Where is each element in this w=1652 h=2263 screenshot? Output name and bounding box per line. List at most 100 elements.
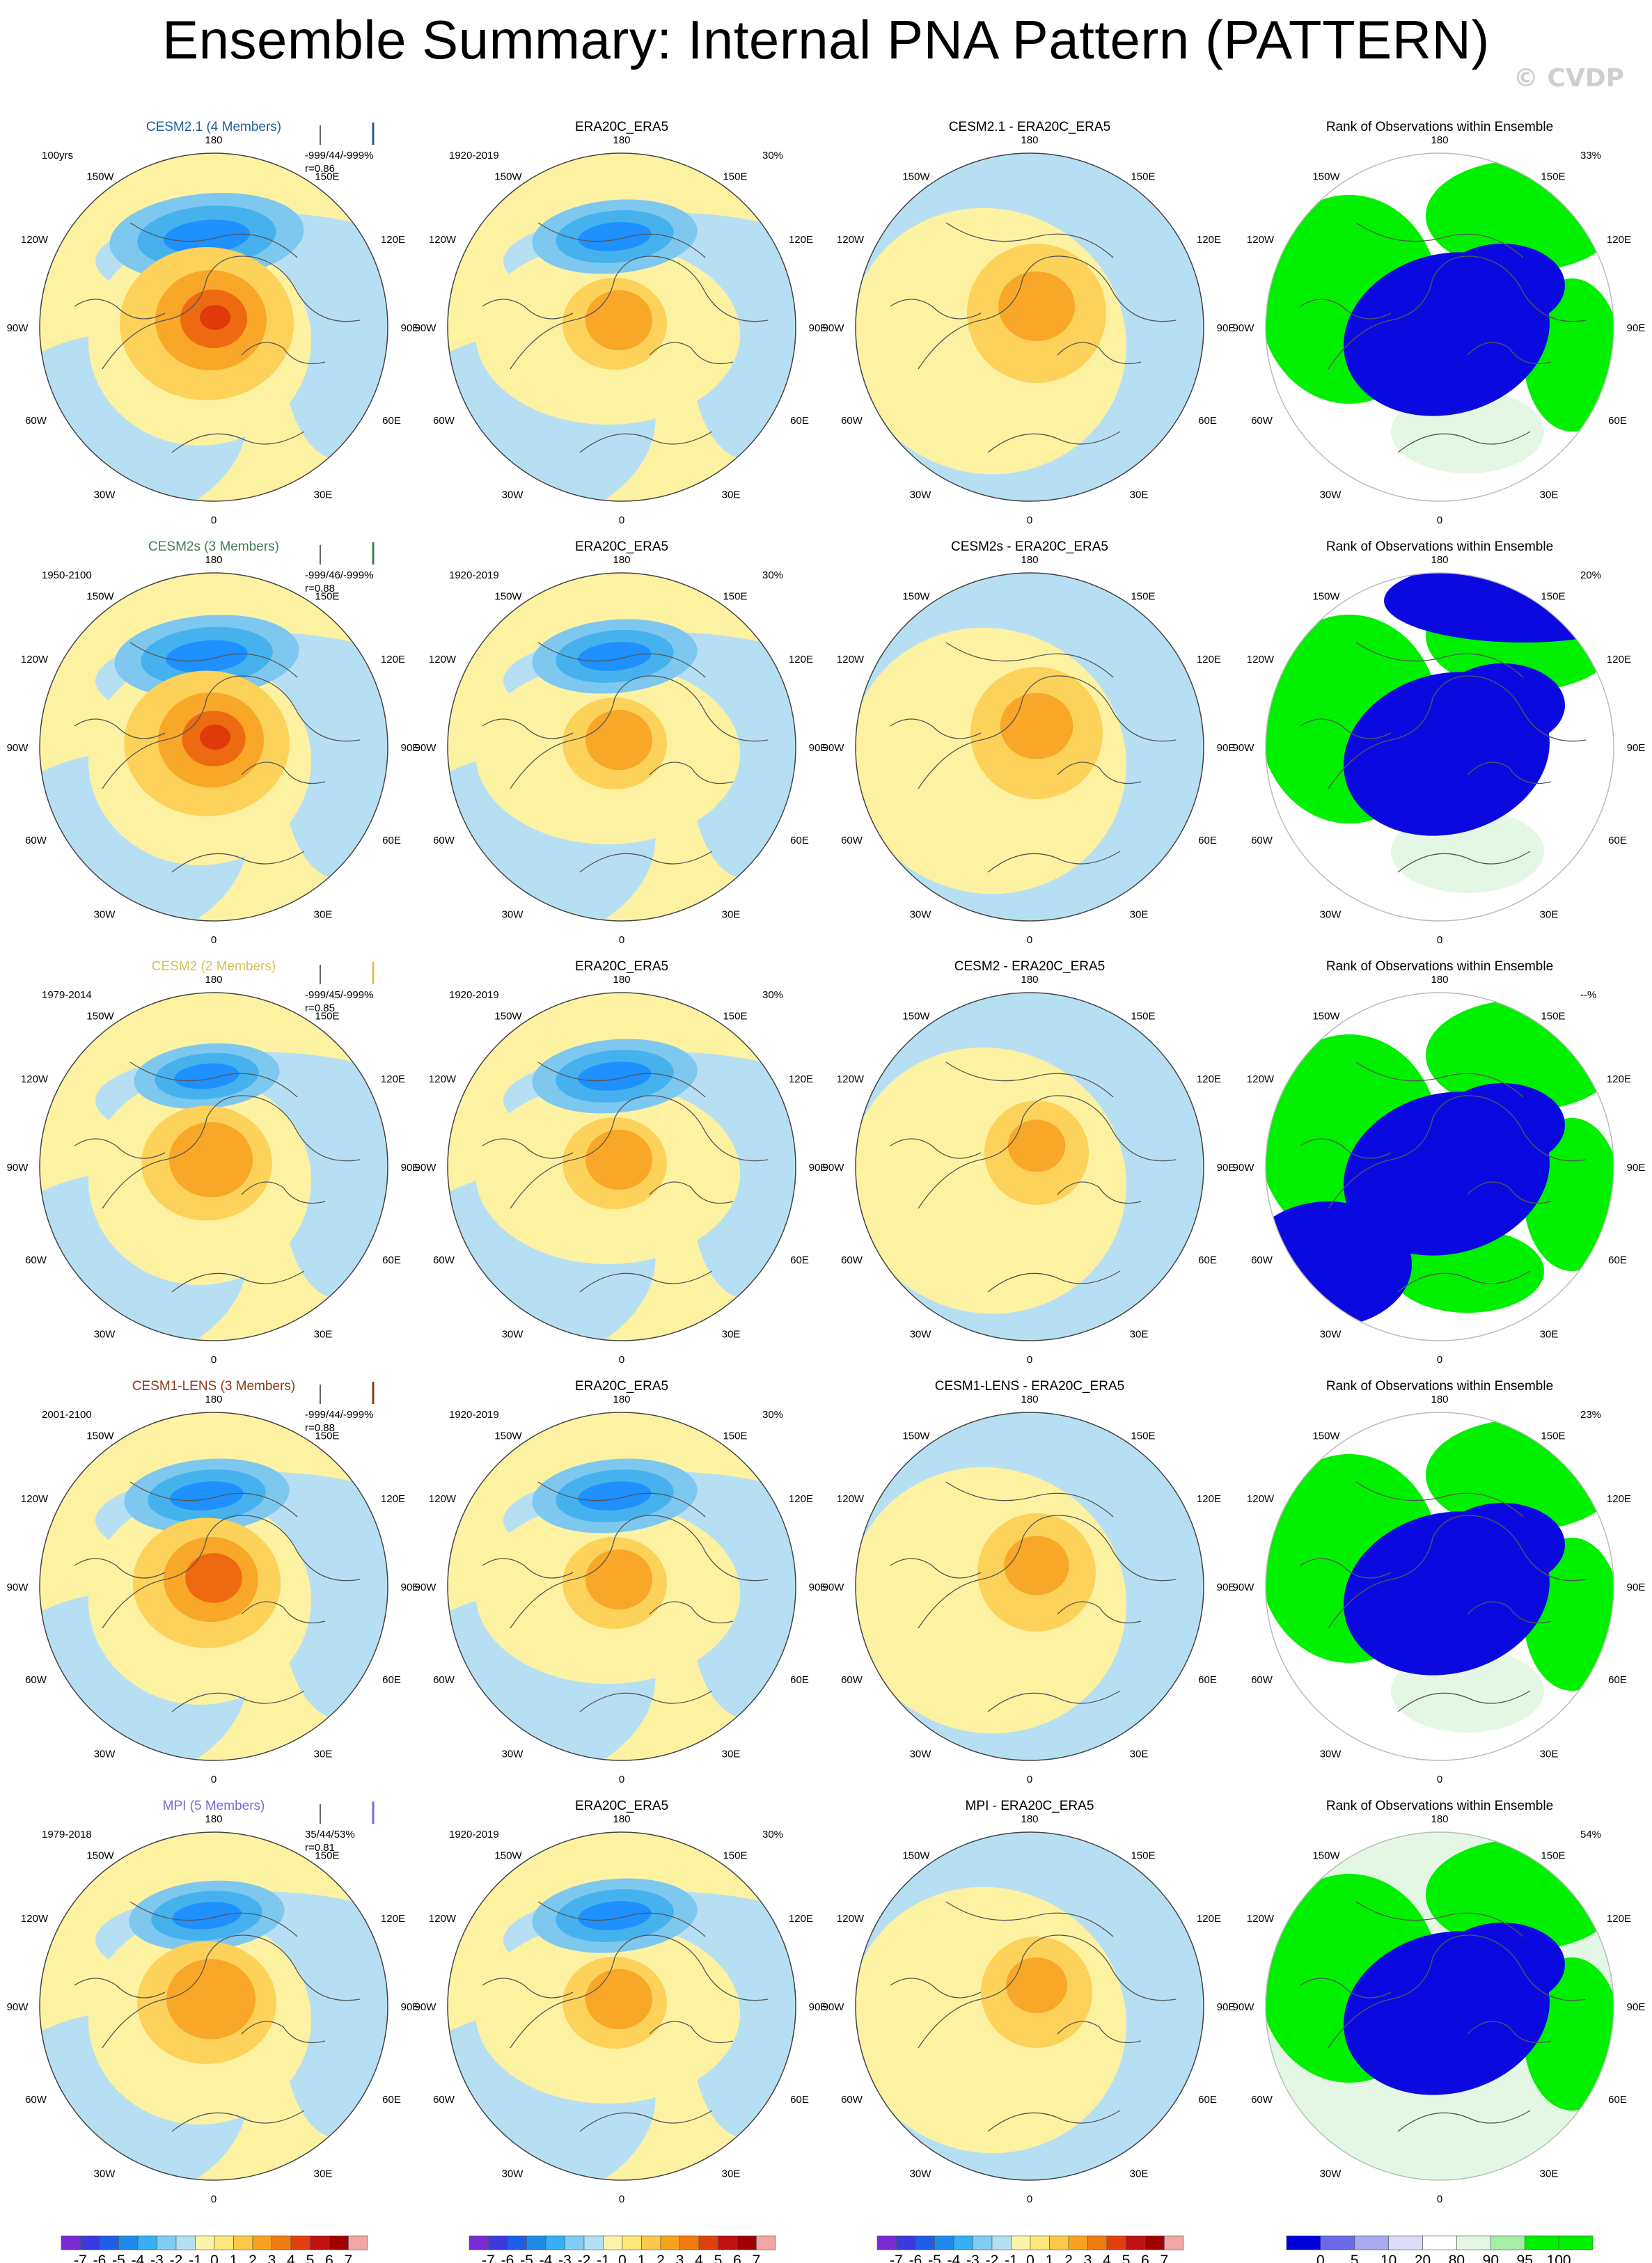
obs-pattern-map: 180 150W 150E 120W 120E 90W 90E 60W 60E 30W 30E 0 ER… bbox=[415, 539, 828, 946]
lon-label: 150E bbox=[723, 1850, 747, 1862]
colorbar-swatch bbox=[565, 2235, 585, 2250]
obs-percent: 30% bbox=[762, 1829, 783, 1840]
lon-label: 180 bbox=[613, 1813, 630, 1825]
lon-label: 120W bbox=[837, 654, 865, 665]
lon-label: 60W bbox=[1251, 1254, 1273, 1266]
lon-label: 0 bbox=[211, 1354, 217, 1366]
colorbar-model: -7-6-5-4-3-2-101234567hPa bbox=[61, 2235, 368, 2263]
obs-percent: 30% bbox=[762, 569, 783, 581]
lon-label: 150E bbox=[723, 1430, 747, 1442]
lon-label: 90W bbox=[415, 2001, 437, 2013]
pattern-correlation: r=0.88 bbox=[305, 1422, 335, 1434]
map-border bbox=[447, 152, 796, 502]
lon-label: 180 bbox=[613, 554, 630, 566]
lon-label: 30E bbox=[314, 1749, 333, 1760]
lon-label: 30W bbox=[94, 1329, 116, 1341]
lon-label: 30W bbox=[502, 489, 524, 501]
rank-percent: 20% bbox=[1580, 569, 1601, 581]
model-stats: -999/45/-999% bbox=[305, 989, 373, 1001]
lon-label: 30E bbox=[1540, 2168, 1559, 2180]
model-pattern-map: 180 150W 150E 120W 120E 90W 90E 60W 60E 30W 30E 0 CE… bbox=[7, 539, 420, 946]
rank-title: Rank of Observations within Ensemble bbox=[1326, 959, 1553, 974]
lon-label: 0 bbox=[211, 934, 217, 946]
lon-label: 150E bbox=[315, 1430, 339, 1442]
colorbar-swatch bbox=[953, 2235, 973, 2250]
colorbar-swatch bbox=[934, 2235, 954, 2250]
lon-label: 120W bbox=[429, 1073, 457, 1085]
lon-label: 120E bbox=[381, 1493, 405, 1505]
lon-label: 30E bbox=[1130, 489, 1149, 501]
lon-label: 60E bbox=[382, 835, 401, 846]
rank-low-region bbox=[1440, 1503, 1565, 1586]
model-period: 1979-2014 bbox=[42, 989, 92, 1001]
lon-label: 120E bbox=[1197, 1913, 1221, 1925]
lon-label: 60E bbox=[1198, 835, 1217, 846]
coastline bbox=[890, 642, 1177, 873]
negative-region bbox=[283, 1090, 388, 1299]
pattern-correlation: r=0.88 bbox=[305, 583, 335, 594]
lon-label: 90E bbox=[401, 742, 420, 754]
coastline bbox=[1300, 222, 1587, 453]
colorbar-swatch bbox=[1126, 2235, 1146, 2250]
difference-title: CESM2 - ERA20C_ERA5 bbox=[954, 959, 1105, 974]
colorbar-swatch bbox=[1388, 2235, 1423, 2250]
lon-label: 150W bbox=[494, 1430, 522, 1442]
lon-label: 0 bbox=[1027, 2193, 1032, 2205]
lon-label: 120W bbox=[837, 1913, 865, 1925]
lon-label: 90E bbox=[1217, 2001, 1236, 2013]
lon-label: 0 bbox=[1027, 1354, 1032, 1366]
lon-label: 90E bbox=[809, 1162, 828, 1174]
colorbar-tick: 6 bbox=[733, 2253, 741, 2263]
lon-label: 0 bbox=[211, 514, 217, 526]
map-border bbox=[855, 572, 1204, 922]
lon-label: 120E bbox=[789, 1493, 813, 1505]
lon-label: 60E bbox=[382, 1254, 401, 1266]
lon-label: 90W bbox=[7, 1582, 29, 1593]
lon-label: 60E bbox=[1608, 2094, 1627, 2106]
colorbar-tick: 2 bbox=[656, 2253, 665, 2263]
model-title: MPI (5 Members) bbox=[163, 1799, 265, 1813]
map-border bbox=[39, 992, 388, 1341]
lon-label: 180 bbox=[205, 134, 222, 146]
lon-label: 150E bbox=[1131, 1850, 1155, 1862]
model-stats: 35/44/53% bbox=[305, 1829, 355, 1840]
lon-label: 30W bbox=[1320, 909, 1342, 921]
lon-label: 180 bbox=[1431, 1813, 1448, 1825]
lon-label: 90W bbox=[7, 742, 29, 754]
lon-label: 60E bbox=[382, 415, 401, 427]
lon-label: 180 bbox=[1021, 974, 1038, 986]
obs-period: 1920-2019 bbox=[449, 150, 499, 161]
rank-percent: --% bbox=[1580, 989, 1596, 1001]
cvdp-watermark: © CVDP bbox=[1513, 64, 1624, 93]
model-stats: -999/44/-999% bbox=[305, 1409, 373, 1421]
lon-label: 60W bbox=[1251, 2094, 1273, 2106]
lon-label: 60W bbox=[841, 1254, 863, 1266]
lon-label: 120E bbox=[381, 1913, 405, 1925]
rank-low-region bbox=[1440, 1083, 1565, 1167]
lon-label: 120E bbox=[789, 1073, 813, 1085]
lon-label: 180 bbox=[1431, 134, 1448, 146]
colorbar-swatch bbox=[679, 2235, 700, 2250]
colorbar-swatch bbox=[1558, 2235, 1594, 2250]
colorbar-swatch bbox=[1144, 2235, 1165, 2250]
lon-label: 0 bbox=[1437, 1774, 1442, 1785]
lon-label: 120W bbox=[21, 1493, 49, 1505]
lon-label: 150E bbox=[723, 1011, 747, 1023]
map-border bbox=[39, 152, 388, 502]
colorbar-tick: 5 bbox=[1122, 2253, 1131, 2263]
lon-label: 120E bbox=[1197, 234, 1221, 246]
positive-high-core bbox=[585, 1549, 652, 1610]
colorbar-swatch bbox=[488, 2235, 508, 2250]
lon-label: 150W bbox=[1312, 1430, 1340, 1442]
colorbar-swatch bbox=[583, 2235, 604, 2250]
colorbar-swatch bbox=[1049, 2235, 1069, 2250]
colorbar-tick: -1 bbox=[597, 2253, 610, 2263]
lon-label: 90E bbox=[809, 322, 828, 334]
lon-label: 30W bbox=[910, 1329, 932, 1341]
lon-label: 30E bbox=[1130, 1329, 1149, 1341]
lon-label: 150E bbox=[723, 171, 747, 183]
colorbar-swatch bbox=[99, 2235, 119, 2250]
map-border bbox=[1265, 1831, 1614, 2181]
colorbar-tick: 2 bbox=[1064, 2253, 1073, 2263]
